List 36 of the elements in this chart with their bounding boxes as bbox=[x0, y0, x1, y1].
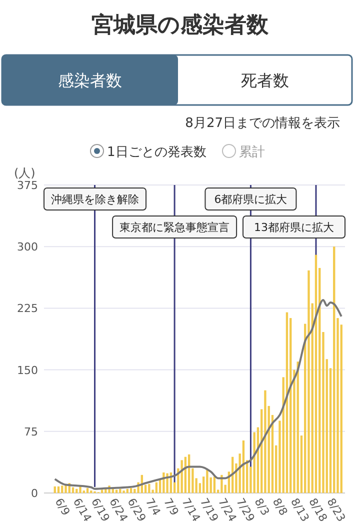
bar bbox=[180, 460, 183, 493]
text: 累計 bbox=[239, 145, 265, 160]
bar bbox=[264, 390, 266, 493]
ref-line-label: 東京都に緊急事態宣言 bbox=[120, 221, 230, 234]
text: 死者数 bbox=[241, 71, 289, 90]
ref-line-label: 6都府県に拡大 bbox=[214, 193, 288, 206]
bar bbox=[166, 473, 168, 493]
x-tick-label: 6/9 bbox=[52, 496, 72, 518]
y-tick-label: 225 bbox=[17, 302, 38, 316]
y-tick-label: 150 bbox=[17, 364, 38, 377]
bar bbox=[57, 486, 60, 493]
bar bbox=[206, 470, 208, 493]
bar bbox=[148, 484, 150, 493]
bar bbox=[155, 482, 158, 493]
y-tick-label: 300 bbox=[17, 240, 38, 254]
bar bbox=[333, 246, 336, 493]
x-tick-label: 8/8 bbox=[270, 496, 290, 518]
x-tick-label: 7/9 bbox=[161, 496, 182, 518]
y-tick-label: 375 bbox=[17, 179, 38, 192]
ref-line-label: 13都府県に拡大 bbox=[254, 221, 334, 234]
chart-subtitle: 8月27日までの情報を表示 bbox=[185, 116, 340, 131]
line-series bbox=[54, 298, 342, 490]
bar bbox=[61, 486, 64, 493]
bar bbox=[308, 270, 310, 493]
chart-title: 宮城県の感染者数 bbox=[92, 12, 270, 38]
ref-line-label: 沖縄県を除き解除 bbox=[51, 193, 139, 206]
bar bbox=[86, 488, 89, 493]
bar bbox=[100, 490, 104, 493]
y-axis-title: (人) bbox=[14, 166, 36, 180]
bar bbox=[54, 486, 56, 493]
bar bbox=[115, 490, 118, 493]
text: 1日ごとの発表数 bbox=[107, 145, 206, 160]
bar bbox=[130, 488, 132, 493]
y-tick-label: 0 bbox=[31, 487, 38, 500]
text: 感染者数 bbox=[58, 71, 122, 90]
y-tick-label: 75 bbox=[24, 425, 38, 438]
